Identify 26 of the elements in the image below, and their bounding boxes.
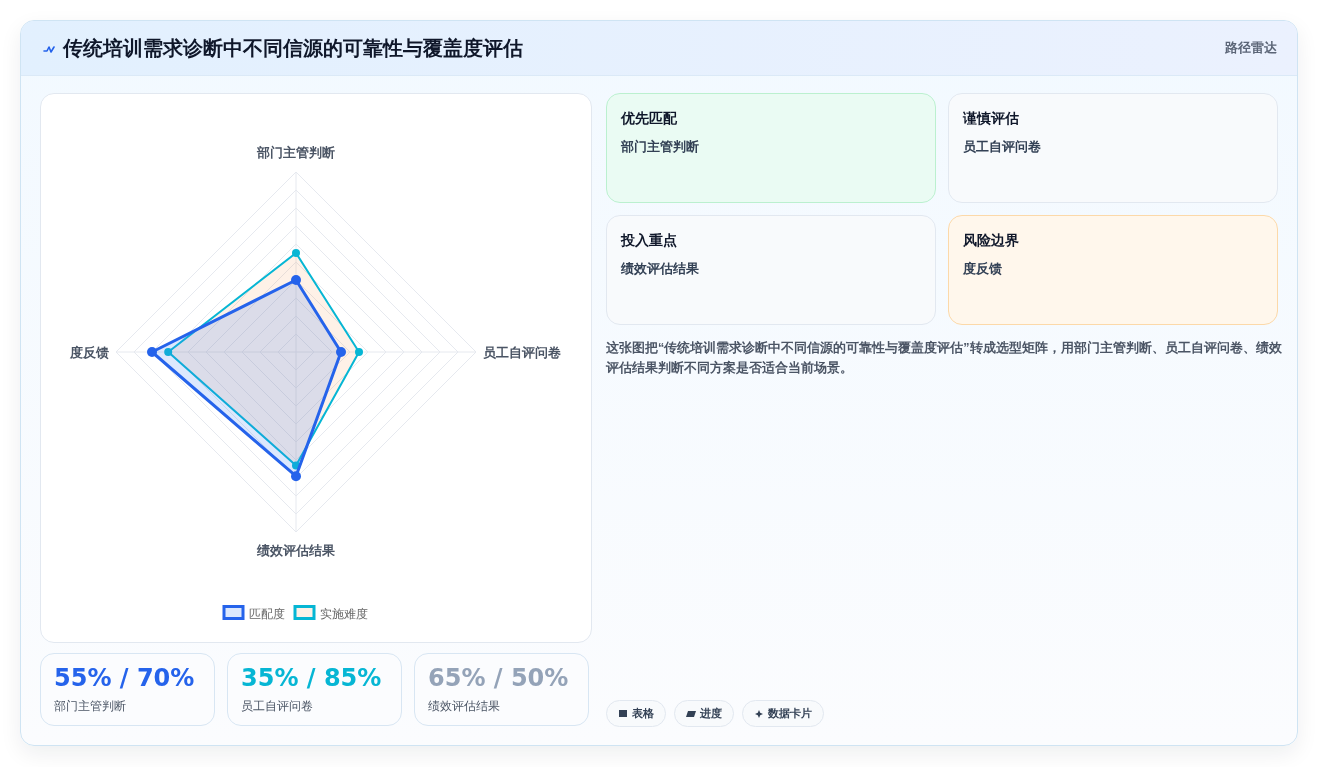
text: 投入重点 bbox=[621, 232, 677, 250]
text: 传统培训需求诊断中不同信源的可靠性与覆盖度评估 bbox=[63, 36, 523, 61]
spoke-label: 部门主管判断 bbox=[256, 145, 335, 160]
spoke-label: 员工自评问卷 bbox=[483, 344, 561, 360]
text: 路径雷达 bbox=[1225, 39, 1277, 57]
text: 优先匹配 bbox=[621, 110, 677, 128]
legend-label: 实施难度 bbox=[320, 606, 368, 621]
spoke-label: 度反馈 bbox=[69, 344, 109, 360]
text: 65% / 50% bbox=[428, 664, 569, 692]
text: 55% / 70% bbox=[54, 664, 195, 692]
text: 表格 bbox=[632, 706, 654, 721]
text: 部门主管判断 bbox=[54, 698, 126, 715]
text: 绩效评估结果 bbox=[428, 698, 500, 715]
text: 数据卡片 bbox=[768, 706, 812, 721]
spoke-label: 绩效评估结果 bbox=[256, 543, 336, 558]
text: 部门主管判断 bbox=[621, 138, 699, 156]
text: 35% / 85% bbox=[241, 664, 382, 692]
text: 这张图把“传统培训需求诊断中不同信源的可靠性与覆盖度评估”转成选型矩阵，用部门主管判断、员工自评问卷、绩效评估结果判断不同方案是否适合当前场景。 bbox=[606, 339, 1282, 377]
text: 度反馈 bbox=[963, 260, 1002, 278]
text: 绩效评估结果 bbox=[621, 260, 699, 278]
legend-label: 匹配度 bbox=[249, 606, 285, 621]
text: 风险边界 bbox=[963, 232, 1019, 250]
text: 谨慎评估 bbox=[963, 110, 1019, 128]
text: 员工自评问卷 bbox=[963, 138, 1041, 156]
text: 员工自评问卷 bbox=[241, 698, 313, 715]
text: 进度 bbox=[700, 706, 722, 721]
